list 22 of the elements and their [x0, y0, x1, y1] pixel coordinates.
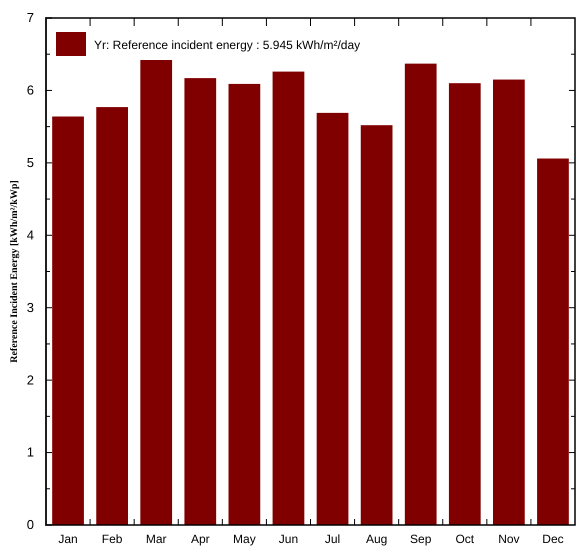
x-tick-label: Nov: [498, 532, 520, 546]
x-tick-label: Feb: [102, 532, 123, 546]
y-tick-label: 3: [26, 300, 34, 315]
y-tick-label: 6: [26, 82, 34, 98]
y-axis-title: Reference Incident Energy [kWh/m²/kWp]: [9, 180, 20, 363]
y-tick-label: 4: [26, 227, 34, 242]
x-tick-label: Aug: [366, 532, 388, 546]
legend-label: Yr: Reference incident energy : 5.945 kWh/m²/day: [94, 38, 360, 52]
x-tick-label: May: [233, 532, 256, 546]
x-tick-label: Oct: [455, 532, 475, 546]
x-tick-label: Apr: [190, 532, 210, 546]
x-tick-label: Jan: [58, 532, 78, 546]
x-tick-label: Sep: [410, 532, 432, 546]
y-tick-label: 5: [26, 155, 34, 170]
x-tick-label: Mar: [146, 532, 167, 546]
x-tick-label: Dec: [542, 532, 564, 546]
x-tick-label: Jun: [278, 532, 298, 546]
y-tick-label: 7: [26, 10, 34, 26]
y-tick-label: 1: [26, 444, 34, 460]
y-tick-label: 0: [26, 517, 34, 532]
x-tick-label: Jul: [324, 532, 340, 546]
y-tick-label: 2: [26, 372, 34, 388]
